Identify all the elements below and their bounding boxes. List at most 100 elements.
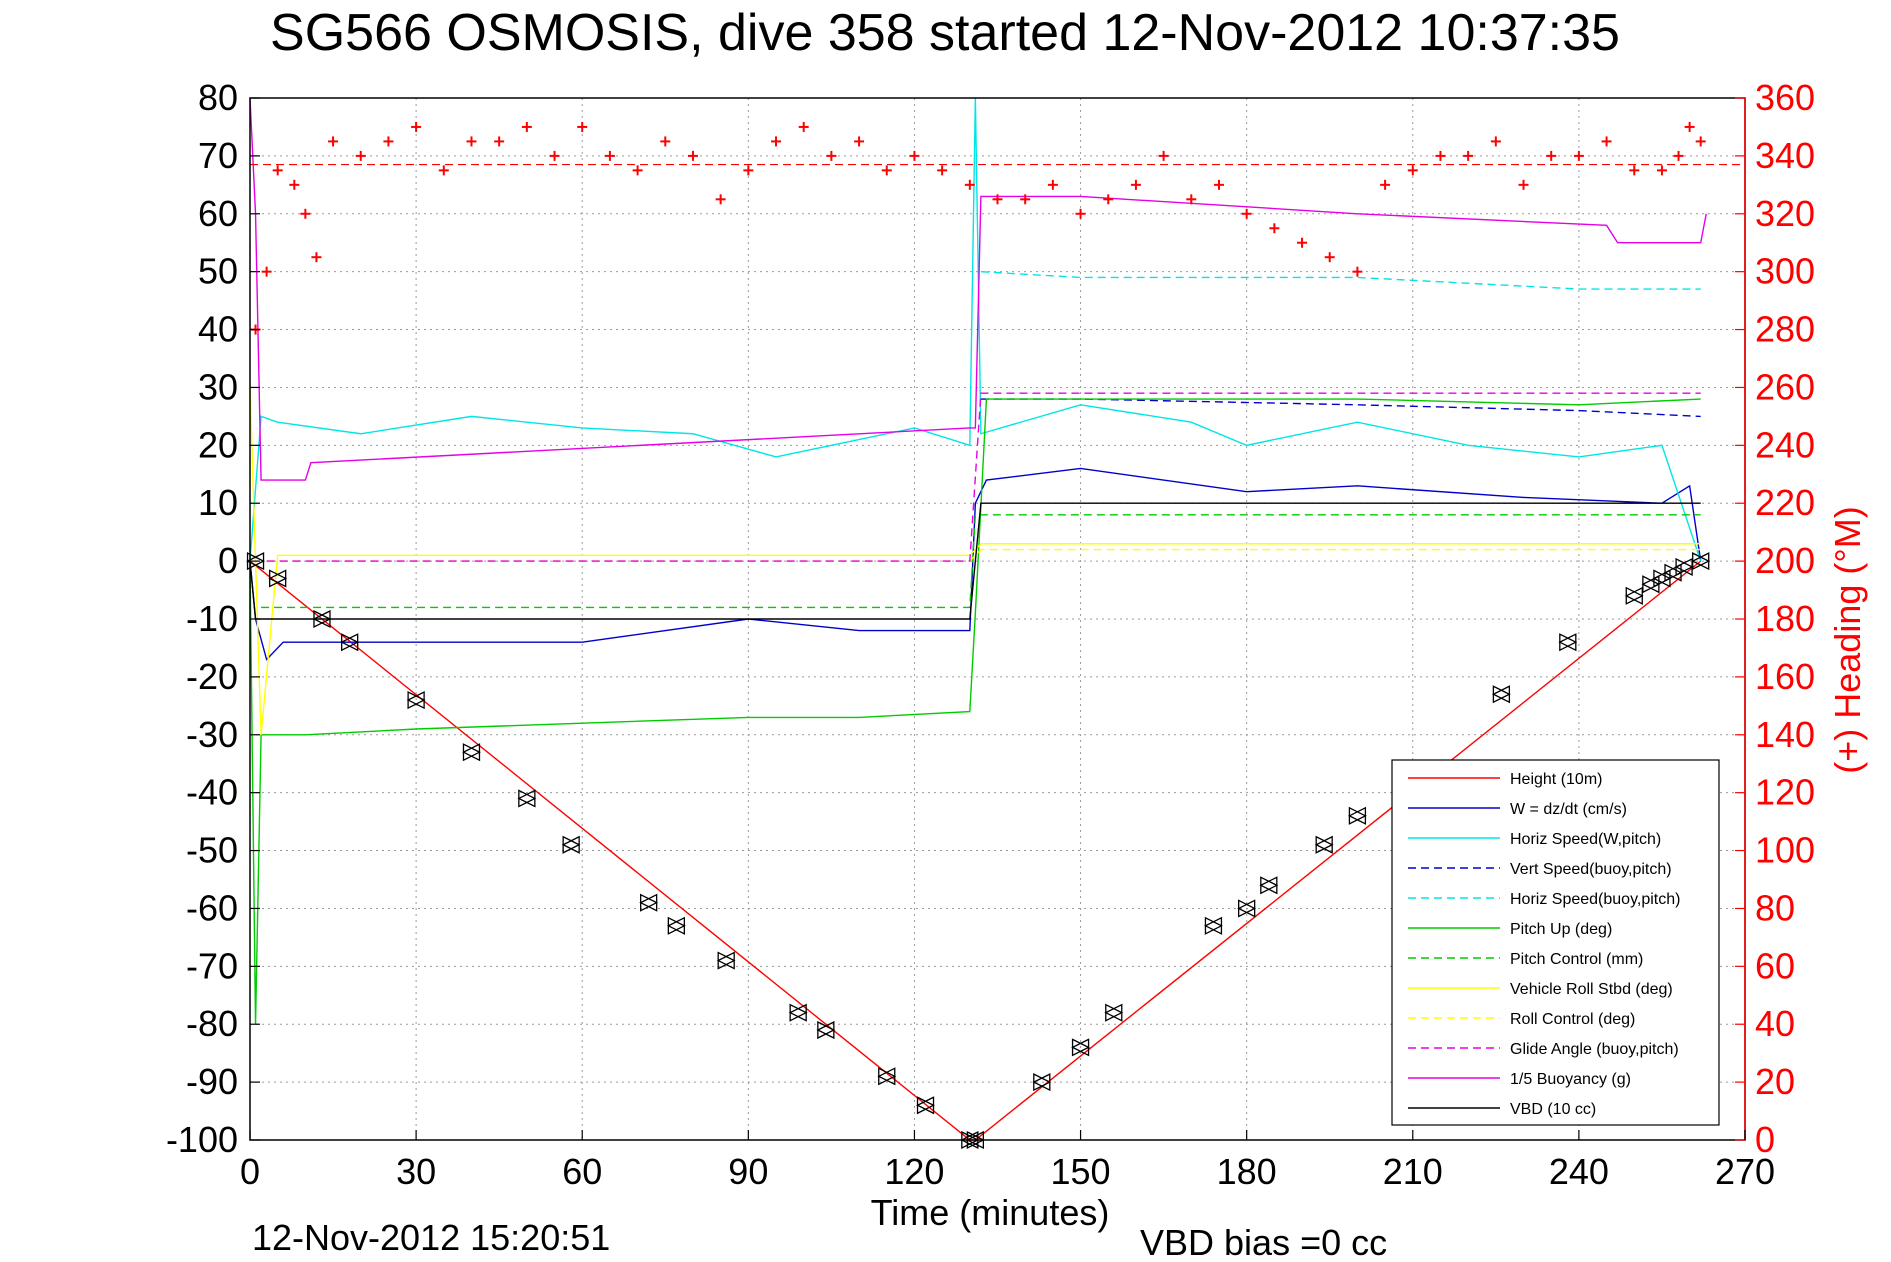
dive-marker-mirror	[406, 690, 425, 710]
legend-label: Roll Control (deg)	[1510, 1011, 1635, 1028]
heading-point	[577, 121, 588, 132]
legend-label: Pitch Up (deg)	[1510, 921, 1612, 938]
y-right-tick-label: 280	[1755, 309, 1815, 350]
dive-marker-mirror	[1071, 1038, 1090, 1057]
dive-marker-mirror	[877, 1067, 896, 1086]
chart-title: SG566 OSMOSIS, dive 358 started 12-Nov-2…	[270, 4, 1620, 62]
heading-point	[261, 266, 272, 277]
y-right-tick-label: 20	[1755, 1061, 1795, 1102]
heading-point	[632, 165, 643, 176]
series-pitch-control-mm	[261, 514, 1701, 609]
legend: Height (10m) W = dz/dt (cm/s) Horiz Speed(…	[1391, 759, 1720, 1126]
y-tick-label: -90	[186, 1061, 238, 1102]
legend-label: Horiz Speed(W,pitch)	[1510, 831, 1661, 848]
heading-point	[1463, 150, 1474, 161]
legend-label: 1/5 Buoyancy (g)	[1510, 1071, 1631, 1088]
dive-marker-mirror	[666, 916, 686, 935]
heading-point	[937, 165, 948, 176]
heading-point	[1573, 150, 1584, 161]
dive-marker-mirror	[1259, 876, 1278, 895]
heading-point	[909, 150, 920, 161]
footer-date: 12-Nov-2012 15:20:51	[252, 1217, 610, 1258]
dive-marker-mirror	[716, 951, 735, 970]
x-tick-label: 270	[1715, 1151, 1775, 1192]
heading-point	[1695, 136, 1706, 147]
heading-point	[660, 136, 671, 147]
y-tick-label: -80	[186, 1003, 238, 1044]
dive-marker-mirror	[561, 835, 580, 854]
y-right-tick-label: 300	[1755, 251, 1815, 292]
heading-point	[1047, 179, 1058, 190]
y-right-tick-label: 340	[1755, 135, 1815, 176]
heading-point	[798, 121, 809, 132]
dive-marker-mirror	[1558, 633, 1577, 652]
heading-point	[854, 136, 865, 147]
y-right-tick-label: 220	[1755, 482, 1815, 523]
x-tick-label: 30	[396, 1151, 436, 1192]
y-right-tick-label: 320	[1755, 193, 1815, 234]
dive-marker-mirror	[788, 1003, 807, 1022]
y-right-tick-label: 40	[1755, 1003, 1795, 1044]
heading-point	[992, 194, 1003, 205]
dive-marker-mirror	[1491, 685, 1511, 704]
heading-point	[964, 179, 975, 190]
heading-point	[1241, 208, 1252, 219]
left-axis: 80 70 60 50 40 30 20 10 0 -10 -20 -30 -40 -50 -60 -70 -8…	[166, 77, 260, 1160]
dive-marker-mirror	[1347, 806, 1367, 825]
series-glide-angle-buoy-pitch	[266, 392, 1701, 562]
legend-box	[1391, 759, 1720, 1126]
y-tick-label: 50	[198, 251, 238, 292]
y-right-tick-label: 180	[1755, 598, 1815, 639]
dive-marker-mirror	[1104, 1003, 1123, 1022]
y-right-tick-label: 80	[1755, 887, 1795, 928]
heading-point	[715, 194, 726, 205]
heading-point	[289, 179, 300, 190]
dive-marker-mirror	[462, 743, 481, 762]
heading-point	[1684, 121, 1695, 132]
heading-point	[771, 136, 782, 147]
y-right-tick-label: 240	[1755, 424, 1815, 465]
heading-series	[250, 121, 1745, 335]
heading-point	[1629, 165, 1640, 176]
heading-point	[328, 136, 339, 147]
heading-point	[1130, 179, 1141, 190]
heading-point	[1020, 194, 1031, 205]
heading-point	[604, 150, 615, 161]
x-tick-label: 0	[240, 1151, 260, 1192]
heading-point	[272, 165, 283, 176]
dive-marker-mirror	[340, 633, 359, 652]
heading-point	[1407, 165, 1418, 176]
dive-marker-mirror	[639, 893, 658, 912]
heading-point	[466, 136, 477, 147]
right-axis: 3603403203002802602402202001801601401201…	[1735, 77, 1815, 1160]
y-tick-label: 40	[198, 309, 238, 350]
y-tick-label: -50	[186, 830, 238, 871]
dive-marker-mirror	[816, 1020, 835, 1040]
y-right-tick-label: 360	[1755, 77, 1815, 118]
y-tick-label: -30	[186, 714, 238, 755]
heading-point	[521, 121, 532, 132]
y-tick-label: -10	[186, 598, 238, 639]
x-axis-label: Time (minutes)	[871, 1192, 1110, 1233]
series-horiz-speed-buoy-pitch	[980, 270, 1701, 290]
y-tick-label: 80	[198, 77, 238, 118]
series-w-dz-dt-cm-s	[249, 467, 1702, 661]
heading-point	[1673, 150, 1684, 161]
heading-point	[1324, 252, 1335, 263]
heading-point	[1490, 136, 1501, 147]
y-right-tick-label: 60	[1755, 945, 1795, 986]
y-right-axis-label: (+) Heading (°M)	[1827, 506, 1868, 773]
heading-point	[1656, 165, 1667, 176]
heading-point	[311, 252, 322, 263]
dive-marker-mirror	[1691, 552, 1710, 571]
y-tick-label: -20	[186, 656, 238, 697]
y-right-tick-label: 0	[1755, 1119, 1775, 1160]
y-tick-label: 70	[198, 135, 238, 176]
y-tick-label: 20	[198, 424, 238, 465]
heading-point	[438, 165, 449, 176]
y-tick-label: 0	[218, 540, 238, 581]
x-tick-label: 240	[1549, 1151, 1609, 1192]
heading-point	[1380, 179, 1391, 190]
heading-point	[494, 136, 505, 147]
